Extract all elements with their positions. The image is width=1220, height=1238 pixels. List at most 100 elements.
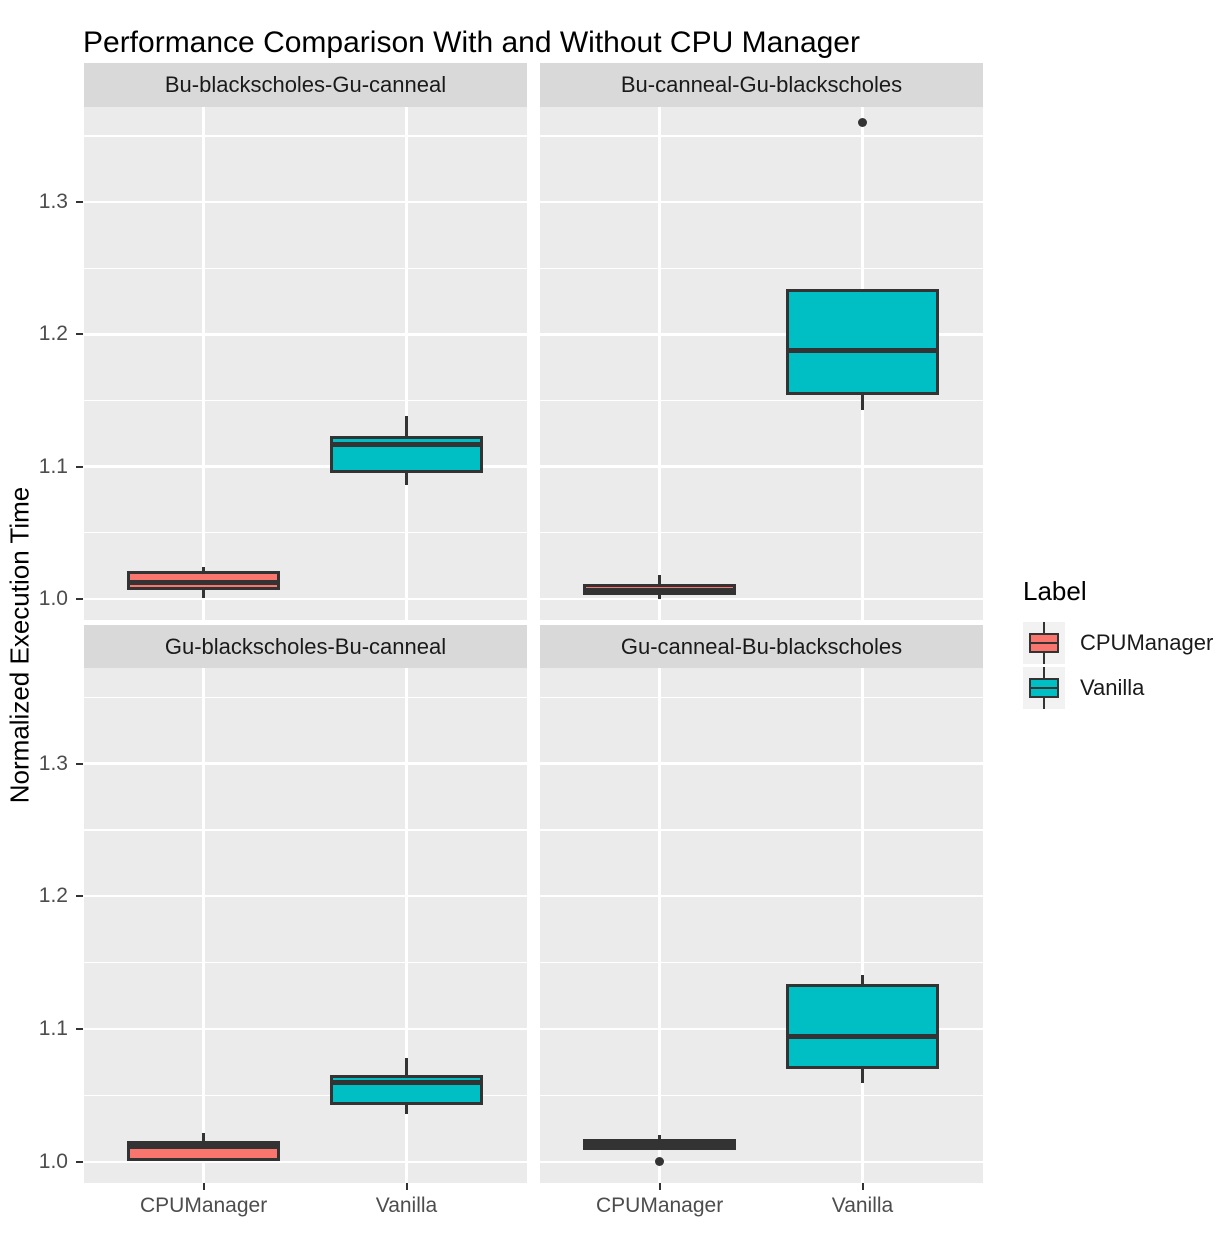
whisker-lower <box>658 594 662 599</box>
y-tick-label: 1.3 <box>38 190 68 214</box>
gridline-major <box>540 1027 983 1031</box>
x-tick-mark <box>405 1183 408 1190</box>
x-tick-label: Vanilla <box>375 1194 438 1217</box>
gridline-major <box>540 895 983 898</box>
facet-strip: Bu-canneal-Gu-blackscholes <box>540 63 983 107</box>
gridline-major <box>84 1027 527 1031</box>
gridline-minor <box>540 399 983 402</box>
x-tick-mark <box>658 1183 661 1190</box>
median-line <box>127 1143 281 1149</box>
y-tick-mark <box>76 895 83 898</box>
facet-strip-label: Gu-blackscholes-Bu-canneal <box>164 633 447 659</box>
gridline-major <box>84 200 527 204</box>
y-tick-mark <box>76 597 83 600</box>
gridline-x-major <box>405 107 408 620</box>
gridline-major <box>84 762 527 765</box>
whisker-lower <box>405 1104 408 1114</box>
facet-panel <box>540 668 983 1183</box>
facet-strip-label: Gu-canneal-Bu-blackscholes <box>620 633 903 659</box>
facet-strip: Bu-blackscholes-Gu-canneal <box>84 63 527 107</box>
gridline-major <box>540 465 983 468</box>
y-tick-label: 1.3 <box>38 751 68 775</box>
gridline-major <box>84 1160 527 1163</box>
facet-strip: Gu-canneal-Bu-blackscholes <box>540 625 983 668</box>
gridline-minor <box>84 962 527 964</box>
median-line <box>330 1079 483 1085</box>
whisker-upper <box>202 1132 206 1141</box>
legend-key-label: CPUManager <box>1080 630 1214 655</box>
legend-keys: CPUManager Vanilla <box>1023 622 1213 709</box>
box-vanilla <box>786 289 939 396</box>
gridline-major <box>540 1160 983 1163</box>
facet-panel <box>84 668 527 1183</box>
median-line <box>583 588 737 594</box>
y-tick-label: 1.1 <box>38 1017 68 1041</box>
whisker-upper <box>861 974 864 984</box>
legend-key-swatch <box>1023 667 1065 709</box>
gridline-major <box>540 333 983 336</box>
gridline-minor <box>540 829 983 831</box>
gridline-major <box>84 333 527 336</box>
median-line <box>786 347 939 353</box>
x-tick-mark <box>202 1183 205 1190</box>
y-tick-mark <box>76 465 83 468</box>
gridline-minor <box>540 135 983 137</box>
legend-key-vanilla: Vanilla <box>1023 667 1213 709</box>
legend-key-label: Vanilla <box>1080 675 1145 700</box>
median-line <box>583 1142 737 1147</box>
gridline-minor <box>84 267 527 269</box>
gridline-major <box>540 200 983 204</box>
gridline-major <box>84 465 527 468</box>
y-tick-mark <box>76 1160 83 1163</box>
facet-strip: Gu-blackscholes-Bu-canneal <box>84 625 527 668</box>
legend-key-cpumanager: CPUManager <box>1023 622 1213 664</box>
legend: Label CPUManager Vanilla <box>1023 576 1213 712</box>
median-line <box>330 441 483 447</box>
facet-strip-label: Bu-blackscholes-Gu-canneal <box>164 72 447 97</box>
whisker-upper <box>202 567 206 572</box>
outlier-point <box>655 1157 665 1167</box>
legend-title: Label <box>1023 576 1087 606</box>
whisker-upper <box>658 1135 662 1140</box>
box-vanilla <box>786 983 939 1069</box>
y-tick-label: 1.1 <box>38 454 68 478</box>
gridline-major <box>84 597 527 601</box>
y-tick-label: 1.2 <box>38 884 68 908</box>
y-tick-label: 1.0 <box>38 586 68 610</box>
x-tick-mark <box>861 1183 864 1190</box>
y-tick-label: 1.2 <box>38 322 68 346</box>
whisker-lower <box>202 589 206 598</box>
facet-panel <box>540 107 983 620</box>
y-tick-mark <box>76 201 83 204</box>
legend-glyph-median <box>1029 641 1059 645</box>
x-tick-label: CPUManager <box>595 1194 724 1217</box>
gridline-minor <box>540 962 983 964</box>
whisker-upper <box>405 1058 408 1076</box>
gridline-major <box>84 895 527 898</box>
gridline-major <box>540 597 983 601</box>
gridline-minor <box>84 399 527 402</box>
median-line <box>127 580 281 586</box>
facet-panel <box>84 107 527 620</box>
whisker-upper <box>405 416 408 437</box>
gridline-x-major <box>658 668 661 1183</box>
gridline-minor <box>84 696 527 698</box>
gridline-minor <box>540 696 983 698</box>
gridline-x-major <box>202 107 205 620</box>
gridline-minor <box>84 135 527 137</box>
gridline-x-major <box>405 668 408 1183</box>
y-tick-label: 1.0 <box>38 1149 68 1173</box>
y-tick-mark <box>76 762 83 765</box>
facet-strip-label: Bu-canneal-Gu-blackscholes <box>620 72 903 97</box>
legend-glyph-median <box>1029 686 1059 690</box>
gridline-minor <box>84 829 527 831</box>
legend-key-swatch <box>1023 622 1065 664</box>
gridline-x-major <box>861 668 864 1183</box>
gridline-minor <box>540 532 983 534</box>
gridline-minor <box>540 267 983 269</box>
whisker-lower <box>405 473 408 486</box>
outlier-point <box>858 118 867 128</box>
gridline-minor <box>540 1094 983 1096</box>
